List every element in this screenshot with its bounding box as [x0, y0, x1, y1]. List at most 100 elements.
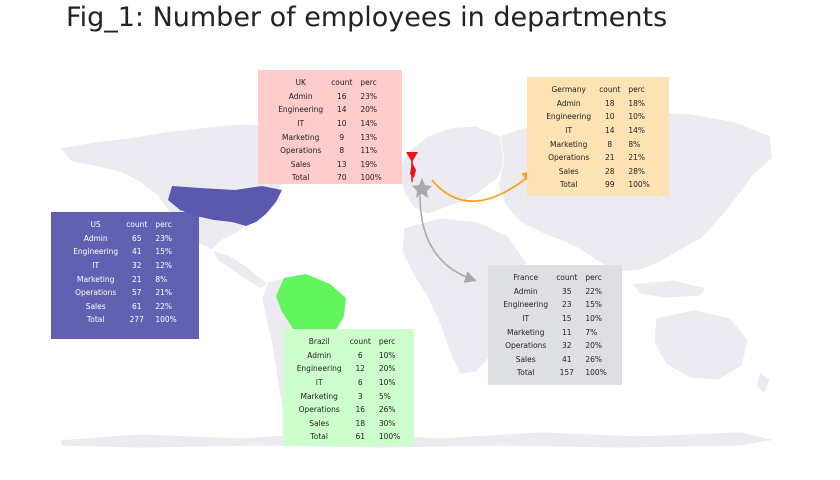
- table-row: Admin 18 18%: [542, 97, 654, 111]
- table-cell: 16: [337, 91, 347, 101]
- table-cell: 18%: [628, 98, 646, 108]
- table-cell: Admin: [556, 98, 581, 108]
- arrow-to-france: [419, 195, 477, 283]
- table-cell: 41: [132, 247, 142, 257]
- table-cell: Marketing: [506, 327, 545, 337]
- table-header-cell: US: [90, 220, 101, 230]
- table-row: Engineering 14 20%: [274, 103, 386, 117]
- table-cell: 99: [605, 180, 615, 190]
- table-cell: 14%: [360, 119, 378, 129]
- table-cell: Marketing: [76, 274, 115, 284]
- table-cell: 277: [129, 315, 144, 325]
- table-cell: Sales: [558, 166, 579, 176]
- france-table-panel: France count perc Admin 35 22% Engineering 23 15…: [488, 265, 622, 385]
- table-cell: 100%: [585, 368, 607, 378]
- table-cell: 20%: [378, 364, 396, 374]
- table-row: Operations 32 20%: [499, 339, 611, 353]
- table-cell: 20%: [585, 341, 603, 351]
- indonesia-land: [631, 279, 707, 299]
- flag-icon: [406, 152, 418, 182]
- table-row: Sales 61 22%: [69, 300, 181, 314]
- australia-land: [653, 309, 749, 381]
- table-cell: Total: [516, 368, 535, 378]
- table-row: Engineering 10 10%: [542, 110, 654, 124]
- table-cell: 6: [357, 378, 363, 388]
- table-cell: IT: [522, 314, 530, 324]
- table-cell: Engineering: [73, 247, 119, 257]
- table-header-row: France count perc: [499, 271, 611, 285]
- table-header-cell: perc: [378, 337, 396, 347]
- table-cell: Admin: [307, 350, 332, 360]
- table-cell: Engineering: [546, 112, 592, 122]
- figure-title: Fig_1: Number of employees in department…: [66, 2, 668, 33]
- table-header-cell: Brazil: [308, 337, 330, 347]
- table-cell: 32: [132, 261, 142, 271]
- table-row: IT 32 12%: [69, 259, 181, 273]
- table-row: Operations 21 21%: [542, 151, 654, 165]
- table-cell: 12: [355, 364, 366, 374]
- table-row: Sales 41 26%: [499, 353, 611, 367]
- table-cell: Engineering: [296, 364, 342, 374]
- table-cell: Admin: [288, 91, 313, 101]
- table-cell: Admin: [513, 286, 538, 296]
- table-row: Engineering 12 20%: [293, 362, 405, 376]
- table-cell: 61: [132, 301, 142, 311]
- us-table-panel: US count perc Admin 65 23% Engineering 41 15% IT 3…: [51, 212, 199, 339]
- table-header-cell: perc: [360, 78, 377, 88]
- table-cell: 14%: [628, 126, 646, 136]
- table-cell: 65: [132, 233, 142, 243]
- table-cell: 15: [562, 314, 572, 324]
- table-row: Total 157 100%: [499, 366, 611, 380]
- table-cell: 18: [355, 418, 366, 428]
- table-row: IT 14 14%: [542, 124, 654, 138]
- table-cell: 23%: [360, 91, 378, 101]
- table-cell: Operations: [298, 405, 340, 415]
- table-row: Marketing 8 8%: [542, 137, 654, 151]
- department-table: Germany count perc Admin 18 18% Engineering 10 1…: [542, 83, 654, 192]
- table-cell: 100%: [628, 180, 650, 190]
- table-cell: 41: [562, 354, 572, 364]
- table-cell: 21: [605, 153, 615, 163]
- table-cell: 11%: [360, 146, 378, 156]
- table-header-cell: perc: [628, 85, 645, 95]
- table-cell: Marketing: [300, 391, 338, 401]
- table-cell: 11: [562, 327, 572, 337]
- table-header-cell: count: [599, 85, 621, 95]
- table-row: Marketing 3 5%: [293, 389, 405, 403]
- table-cell: 10%: [378, 378, 396, 388]
- table-cell: 10: [605, 112, 615, 122]
- table-cell: 28: [605, 166, 615, 176]
- table-cell: 22%: [155, 301, 173, 311]
- table-cell: 5%: [378, 391, 391, 401]
- table-cell: Operations: [280, 146, 322, 156]
- table-header-cell: count: [126, 220, 148, 230]
- table-header-cell: perc: [585, 273, 602, 283]
- table-cell: 12%: [155, 261, 173, 271]
- table-row: Sales 18 30%: [293, 417, 405, 431]
- table-cell: 100%: [360, 173, 382, 183]
- antarctica-land: [59, 431, 776, 449]
- table-row: Engineering 23 15%: [499, 298, 611, 312]
- table-row: Marketing 21 8%: [69, 272, 181, 286]
- table-header-row: UK count perc: [274, 76, 386, 90]
- table-cell: 18: [605, 98, 615, 108]
- table-cell: 10%: [585, 314, 603, 324]
- table-cell: 57: [132, 288, 142, 298]
- department-table: UK count perc Admin 16 23% Engineering 14 20% IT 1…: [274, 76, 386, 185]
- table-row: Total 99 100%: [542, 178, 654, 192]
- table-cell: Marketing: [281, 132, 320, 142]
- table-cell: 15%: [155, 247, 173, 257]
- table-cell: 8%: [155, 274, 168, 284]
- table-row: Admin 65 23%: [69, 232, 181, 246]
- new-zealand-land: [755, 371, 771, 395]
- table-cell: 7%: [585, 327, 598, 337]
- table-cell: 6: [357, 350, 363, 360]
- table-cell: 22%: [585, 286, 603, 296]
- table-cell: 23: [562, 300, 572, 310]
- table-cell: Sales: [309, 418, 330, 428]
- table-cell: 15%: [585, 300, 603, 310]
- table-header-cell: France: [513, 273, 539, 283]
- table-cell: 157: [559, 368, 574, 378]
- table-row: Admin 6 10%: [293, 349, 405, 363]
- table-header-cell: count: [349, 337, 371, 347]
